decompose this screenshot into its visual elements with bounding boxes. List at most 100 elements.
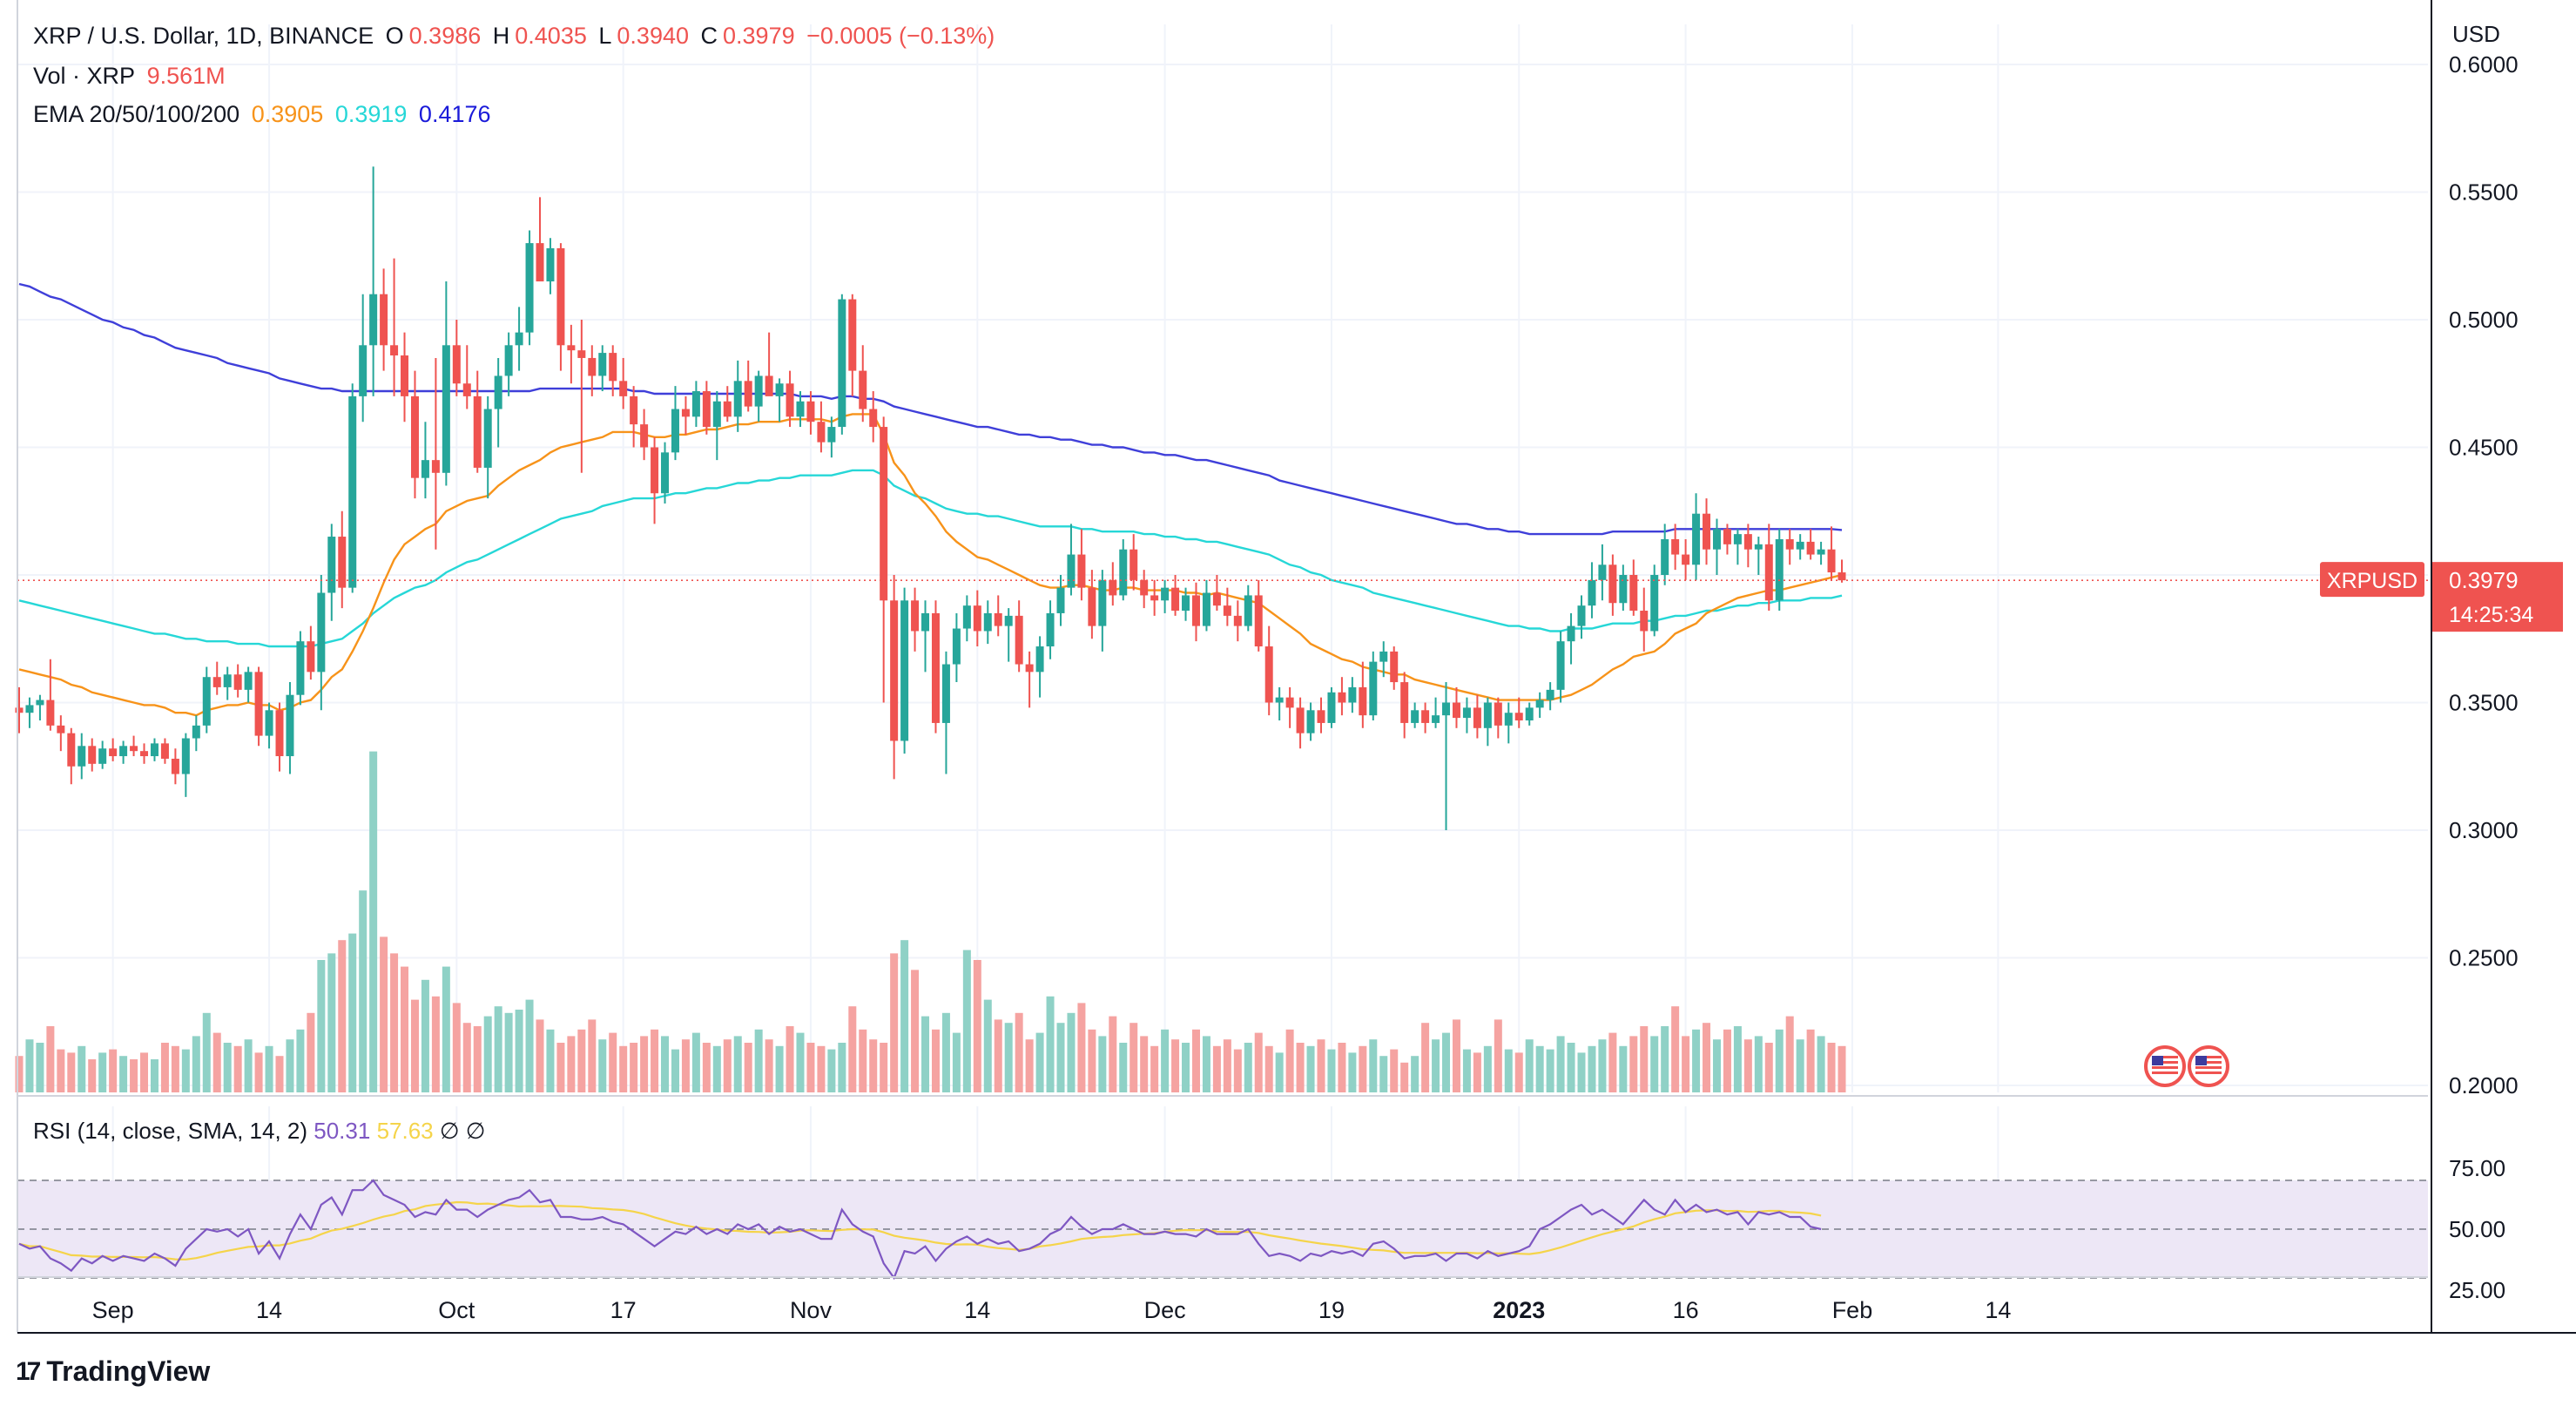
candle-body: [390, 345, 399, 356]
volume-bar: [1682, 1036, 1690, 1092]
volume-bar: [1733, 1026, 1742, 1092]
candle-body: [1692, 513, 1701, 565]
time-tick-label: Nov: [790, 1297, 833, 1323]
candle-body: [1191, 595, 1200, 626]
candlesticks: [15, 166, 2428, 830]
candle-body: [702, 391, 711, 428]
candle-body: [1348, 686, 1357, 703]
volume-bar: [327, 953, 336, 1092]
candle-body: [1546, 689, 1554, 700]
volume-bar: [1556, 1036, 1565, 1092]
volume-bar: [681, 1039, 690, 1092]
volume-bar: [775, 1045, 784, 1092]
volume-bar: [515, 1010, 523, 1092]
volume-bar: [275, 1056, 284, 1092]
candle-body: [1494, 702, 1502, 726]
volume-legend[interactable]: Vol · XRP 9.561M: [33, 63, 231, 90]
volume-bar: [806, 1043, 815, 1092]
volume-bar: [1619, 1045, 1628, 1092]
tradingview-logo[interactable]: 17 TradingView: [16, 1355, 210, 1388]
volume-bar: [504, 1012, 513, 1092]
open-label: O: [385, 23, 404, 49]
candle-body: [1130, 549, 1138, 580]
volume-bar: [109, 1049, 118, 1092]
volume-bar: [1327, 1049, 1336, 1092]
rsi-line: [18, 1179, 1822, 1281]
volume-bar: [1806, 1029, 1815, 1092]
volume-bar: [983, 999, 992, 1092]
flag-stripe: [2195, 1061, 2222, 1064]
currency-label[interactable]: USD: [2452, 21, 2500, 47]
volume-bar: [78, 1045, 86, 1092]
candle-body: [1182, 595, 1190, 612]
candle-body: [567, 345, 576, 351]
rsi-legend[interactable]: RSI (14, close, SMA, 14, 2) 50.31 57.63 …: [33, 1118, 485, 1145]
candle-body: [775, 383, 784, 396]
rsi-tick-label: 50.00: [2449, 1216, 2505, 1242]
candle-body: [1598, 564, 1607, 580]
candle-body: [1390, 651, 1399, 683]
low-value: 0.3940: [617, 23, 689, 49]
volume-bar: [1161, 1029, 1170, 1092]
candle-body: [1015, 615, 1023, 665]
candle-body: [338, 537, 347, 588]
ema-legend[interactable]: EMA 20/50/100/200 0.3905 0.3919 0.4176: [33, 101, 496, 128]
candle-body: [577, 350, 586, 358]
candle-body: [1442, 702, 1451, 716]
volume-bar: [1233, 1049, 1242, 1092]
flag-stripe: [2195, 1066, 2222, 1069]
candle-body: [962, 605, 971, 629]
time-tick-label: Sep: [92, 1297, 134, 1323]
candle-body: [401, 355, 409, 396]
candle-body: [1629, 575, 1638, 612]
volume-bar: [1390, 1049, 1399, 1092]
volume-bar: [1462, 1049, 1471, 1092]
volume-bar: [88, 1059, 97, 1092]
volume-bar: [119, 1056, 128, 1092]
volume-bar: [973, 960, 981, 1092]
candle-body: [1088, 587, 1096, 626]
volume-bar: [536, 1019, 544, 1092]
rsi-tick-label: 25.00: [2449, 1277, 2505, 1303]
volume-bar: [1191, 1029, 1200, 1092]
flag-stripe: [2152, 1066, 2178, 1069]
volume-bar: [1379, 1056, 1388, 1092]
close-label: C: [700, 23, 718, 49]
candle-body: [525, 243, 534, 333]
symbol-title[interactable]: XRP / U.S. Dollar, 1D, BINANCE: [33, 23, 374, 49]
volume-bar: [1827, 1043, 1836, 1092]
volume-bar: [1504, 1049, 1513, 1092]
candle-body: [681, 409, 690, 417]
candle-body: [1775, 538, 1784, 601]
ema50-value: 0.3919: [334, 101, 408, 127]
volume-bars: [15, 751, 1846, 1092]
volume-bar: [1088, 1029, 1096, 1092]
volume-bar: [827, 1049, 836, 1092]
candle-body: [1483, 702, 1492, 728]
volume-bar: [1119, 1043, 1128, 1092]
volume-bar: [317, 960, 326, 1092]
candle-body: [212, 677, 221, 687]
candle-body: [1004, 615, 1013, 626]
volume-bar: [1140, 1036, 1149, 1092]
candle-body: [1327, 692, 1336, 723]
candle-body: [1411, 710, 1419, 723]
candle-body: [1098, 579, 1107, 626]
volume-bar: [994, 1019, 1002, 1092]
flag-stripe: [2152, 1056, 2178, 1058]
volume-bar: [691, 1032, 700, 1092]
volume-bar: [1369, 1039, 1378, 1092]
candle-body: [1202, 592, 1210, 626]
volume-bar: [941, 1012, 950, 1092]
candle-body: [1244, 595, 1252, 626]
volume-bar: [25, 1039, 34, 1092]
volume-bar: [556, 1043, 565, 1092]
candle-body: [140, 751, 149, 757]
candle-body: [691, 391, 700, 417]
volume-label: Vol · XRP: [33, 63, 136, 89]
candle-body: [661, 452, 670, 494]
candle-body: [327, 537, 336, 593]
candle-body: [1421, 710, 1430, 723]
volume-bar: [1608, 1032, 1617, 1092]
